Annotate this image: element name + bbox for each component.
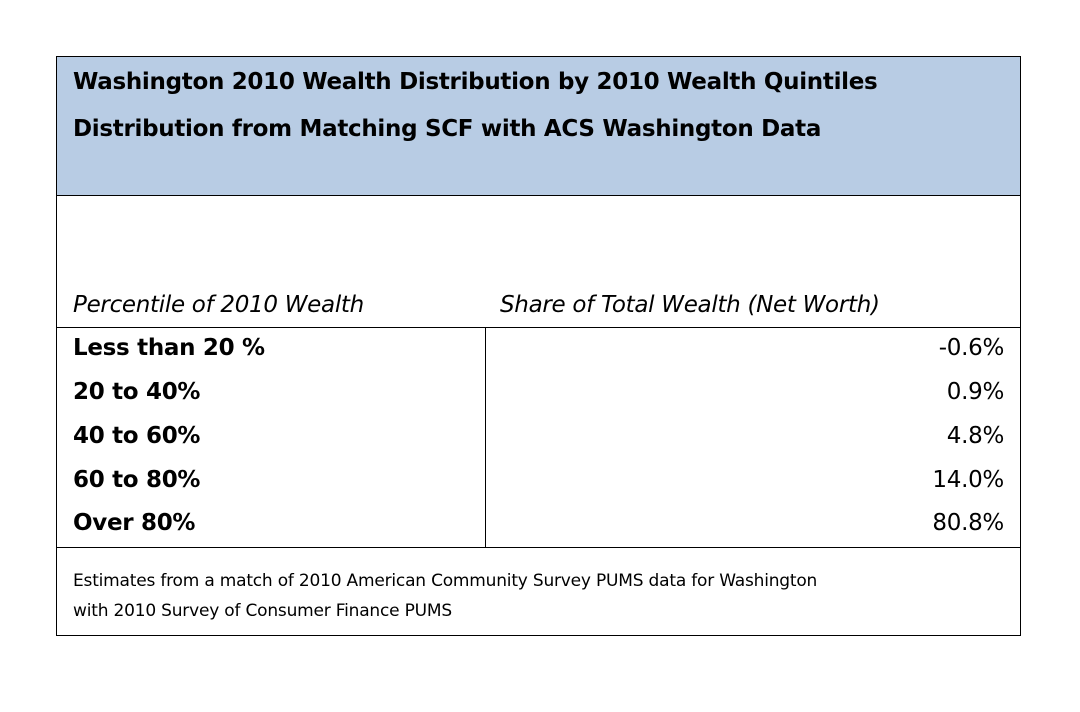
table-row: 60 to 80% 14.0% [57, 467, 1020, 510]
row-value: 0.9% [946, 379, 1005, 405]
table-row: Over 80% 80.8% [57, 510, 1020, 553]
table-row: Less than 20 % -0.6% [57, 335, 1020, 378]
column-divider [485, 327, 486, 547]
row-label: 40 to 60% [73, 423, 201, 449]
column-header-divider [57, 327, 1020, 328]
row-label: 20 to 40% [73, 379, 201, 405]
row-value: 4.8% [946, 423, 1005, 449]
footnote-line: with 2010 Survey of Consumer Finance PUM… [73, 601, 452, 621]
footnote-divider [57, 547, 1020, 548]
table-row: 40 to 60% 4.8% [57, 423, 1020, 466]
row-label: 60 to 80% [73, 467, 201, 493]
row-label: Less than 20 % [73, 335, 265, 361]
footnote-line: Estimates from a match of 2010 American … [73, 571, 818, 591]
table-header-band: Washington 2010 Wealth Distribution by 2… [57, 57, 1020, 196]
table-footnote: Estimates from a match of 2010 American … [73, 566, 973, 626]
table-row: 20 to 40% 0.9% [57, 379, 1020, 422]
column-header-percentile: Percentile of 2010 Wealth [73, 292, 364, 318]
table-subtitle: Distribution from Matching SCF with ACS … [73, 116, 822, 142]
column-header-share: Share of Total Wealth (Net Worth) [500, 292, 880, 318]
wealth-distribution-table: Washington 2010 Wealth Distribution by 2… [56, 56, 1021, 636]
table-title: Washington 2010 Wealth Distribution by 2… [73, 69, 878, 95]
row-value: -0.6% [938, 335, 1005, 361]
row-value: 14.0% [932, 467, 1004, 493]
row-label: Over 80% [73, 510, 196, 536]
row-value: 80.8% [932, 510, 1004, 536]
